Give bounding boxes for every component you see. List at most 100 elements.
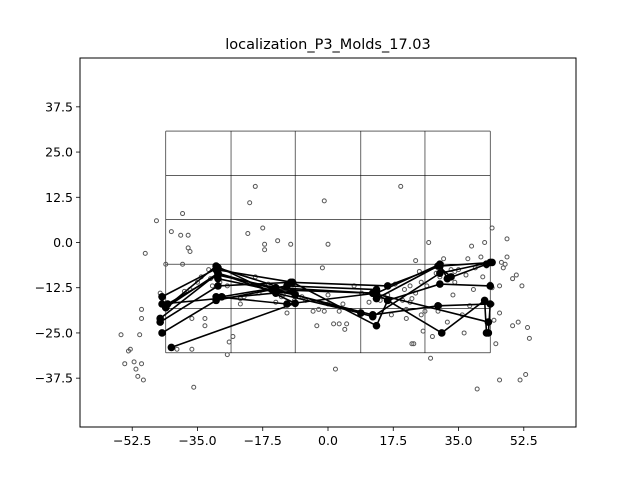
scatter-point-157 [502,261,508,267]
y-tick-label-4: −12.5 [35,280,73,295]
series-9-point-1 [291,291,299,299]
series-9-point-0 [214,274,222,283]
scatter-point-125 [465,256,471,262]
series-7-point-4 [437,329,446,337]
scatter-point-8 [139,315,145,321]
x-tick-label-0: −52.5 [113,433,151,448]
series-0-point-3 [167,343,176,352]
scatter-point-6 [135,373,141,379]
scatter-point-144 [504,236,510,242]
scatter-point-132 [480,274,486,280]
scatter-point-75 [332,366,338,372]
scatter-point-151 [519,283,525,289]
series-11-point-0 [372,294,381,303]
scatter-point-22 [185,232,191,238]
series-1-point-0 [158,292,166,301]
scatter-point-83 [366,299,372,305]
scatter-point-153 [525,325,531,331]
y-tick-label-3: 0.0 [53,235,73,250]
scatter-point-18 [178,232,184,238]
scatter-point-118 [450,292,456,298]
scatter-point-56 [275,238,281,244]
scatter-point-39 [224,352,230,358]
scatter-point-1 [122,361,128,367]
scatter-point-19 [180,211,186,217]
scatter-point-11 [140,377,146,383]
scatter-point-5 [133,366,139,372]
series-10-point-2 [372,285,381,294]
y-tick-label-5: −25.0 [35,325,73,340]
series-11-point-2 [447,273,455,281]
series-line-9 [217,277,492,333]
series-5-point-6 [486,282,495,290]
scatter-point-49 [252,183,258,189]
scatter-point-131 [478,254,484,260]
scatter-point-32 [202,323,208,329]
scatter-point-27 [191,384,197,390]
scatter-point-99 [413,258,419,264]
series-8-point-1 [283,300,291,308]
polyline-series [156,258,496,352]
scatter-point-28 [189,346,195,352]
scatter-point-7 [137,332,143,338]
scatter-point-96 [407,283,413,289]
scatter-point-67 [316,306,322,312]
y-axis: 37.5 25.0 12.5 0.0 −12.5 −25.0 −37.5 [35,99,80,386]
scatter-point-31 [202,315,208,321]
scatter-point-77 [336,321,342,327]
scatter-point-79 [342,326,348,332]
scatter-point-46 [245,230,251,236]
scatter-point-152 [523,372,529,378]
scatter-point-41 [226,339,232,345]
scatter-point-127 [469,243,475,249]
scatter-point-44 [237,301,243,307]
scatter-point-133 [482,240,488,245]
scatter-point-4 [131,359,137,365]
series-9-point-5 [484,329,493,337]
scatter-point-70 [321,198,327,204]
scatter-point-104 [420,328,426,334]
scatter-point-66 [314,323,320,329]
y-tick-label-0: 37.5 [45,99,73,114]
scatter-point-126 [467,303,473,309]
scatter-point-148 [513,272,519,278]
scatter-point-124 [463,272,469,278]
scatter-point-69 [321,308,327,314]
x-tick-label-2: −17.5 [244,433,282,448]
x-tick-label-1: −35.0 [178,433,216,448]
series-10-point-0 [217,292,226,301]
scatter-point-94 [403,315,409,321]
series-line-6 [159,261,493,323]
scatter-point-103 [418,279,424,285]
scatter-point-92 [401,287,407,293]
series-11-point-1 [434,262,442,270]
scatter-point-78 [340,301,346,307]
scatter-point-80 [344,321,350,327]
scatter-point-65 [310,308,316,314]
scatter-point-115 [441,256,447,262]
series-9-point-3 [434,302,442,310]
series-7-point-1 [288,278,297,287]
scatter-point-24 [187,249,193,255]
scatter-point-102 [418,312,424,318]
series-10-point-1 [283,282,291,290]
y-tick-label-6: −37.5 [35,371,73,386]
series-6-point-0 [156,318,164,326]
scatter-point-123 [461,330,467,336]
scatter-point-74 [331,321,337,327]
scatter-point-60 [288,241,294,247]
scatter-point-53 [262,247,268,253]
series-7-point-2 [372,321,381,330]
scatter-point-109 [429,334,435,340]
series-7-point-5 [480,296,489,305]
scatter-point-20 [180,261,186,267]
y-tick-label-1: 25.0 [45,145,73,160]
scatter-point-71 [325,241,331,247]
scatter-point-147 [510,276,516,282]
scatter-point-129 [470,287,476,293]
x-tick-label-3: 0.0 [318,433,338,448]
series-8-point-0 [212,292,220,301]
scatter-point-154 [526,335,532,341]
scatter-point-97 [409,296,415,302]
scatter-point-15 [163,261,169,267]
